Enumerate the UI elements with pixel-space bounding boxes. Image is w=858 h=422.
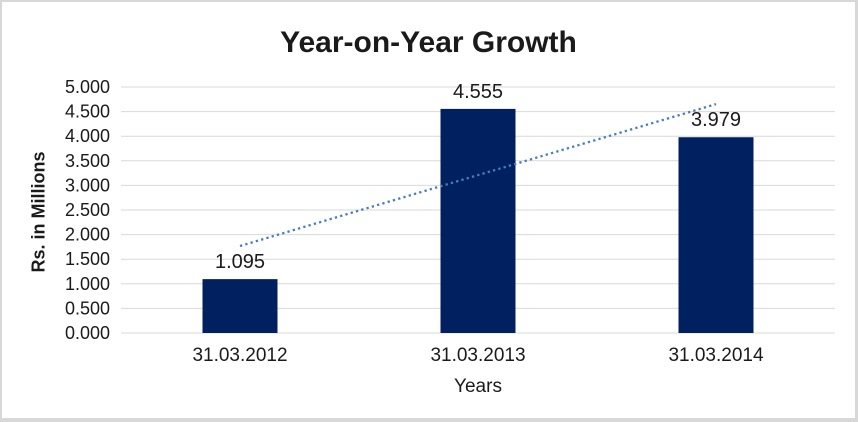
x-tick-label: 31.03.2014: [668, 345, 764, 366]
x-tick-label: 31.03.2013: [430, 345, 525, 366]
y-tick-label: 4.500: [65, 102, 110, 122]
bar: [440, 108, 516, 333]
data-label: 3.979: [691, 109, 741, 131]
y-tick-label: 3.500: [65, 151, 110, 171]
data-label: 1.095: [215, 251, 265, 273]
y-tick-label: 1.000: [65, 274, 110, 294]
y-tick-label: 3.000: [65, 175, 110, 195]
y-tick-label: 0.500: [65, 298, 110, 318]
data-label: 4.555: [453, 81, 503, 103]
trendline: [239, 103, 717, 248]
x-axis-title: Years: [454, 376, 502, 397]
x-tick-label: 31.03.2012: [192, 345, 287, 366]
y-tick-label: 5.000: [65, 77, 110, 97]
y-tick-label: 2.000: [65, 225, 110, 245]
y-tick-label: 0.000: [65, 323, 110, 343]
chart-title: Year-on-Year Growth: [280, 26, 577, 59]
y-tick-label: 4.000: [65, 126, 110, 146]
bar: [678, 137, 754, 333]
y-tick-label: 2.500: [65, 200, 110, 220]
bar: [202, 279, 278, 333]
y-tick-label: 1.500: [65, 249, 110, 269]
